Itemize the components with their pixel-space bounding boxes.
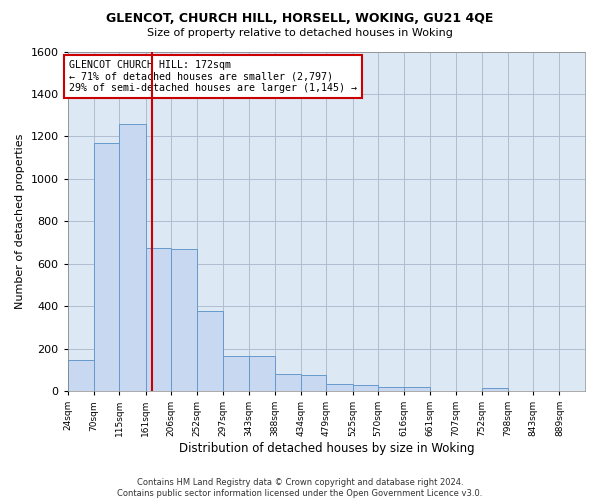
Bar bbox=[197, 312, 223, 391]
Bar bbox=[353, 384, 378, 391]
Bar bbox=[326, 384, 353, 391]
Bar bbox=[301, 375, 326, 391]
Y-axis label: Number of detached properties: Number of detached properties bbox=[15, 134, 25, 309]
Text: GLENCOT CHURCH HILL: 172sqm
← 71% of detached houses are smaller (2,797)
29% of : GLENCOT CHURCH HILL: 172sqm ← 71% of det… bbox=[69, 60, 357, 93]
Bar bbox=[119, 124, 146, 391]
Text: GLENCOT, CHURCH HILL, HORSELL, WOKING, GU21 4QE: GLENCOT, CHURCH HILL, HORSELL, WOKING, G… bbox=[106, 12, 494, 26]
X-axis label: Distribution of detached houses by size in Woking: Distribution of detached houses by size … bbox=[179, 442, 474, 455]
Bar bbox=[68, 360, 94, 391]
Bar bbox=[378, 387, 404, 391]
Bar bbox=[249, 356, 275, 391]
Bar bbox=[482, 388, 508, 391]
Text: Size of property relative to detached houses in Woking: Size of property relative to detached ho… bbox=[147, 28, 453, 38]
Text: Contains HM Land Registry data © Crown copyright and database right 2024.
Contai: Contains HM Land Registry data © Crown c… bbox=[118, 478, 482, 498]
Bar bbox=[94, 143, 119, 391]
Bar bbox=[404, 387, 430, 391]
Bar bbox=[223, 356, 249, 391]
Bar bbox=[275, 374, 301, 391]
Bar bbox=[146, 248, 171, 391]
Bar bbox=[171, 249, 197, 391]
